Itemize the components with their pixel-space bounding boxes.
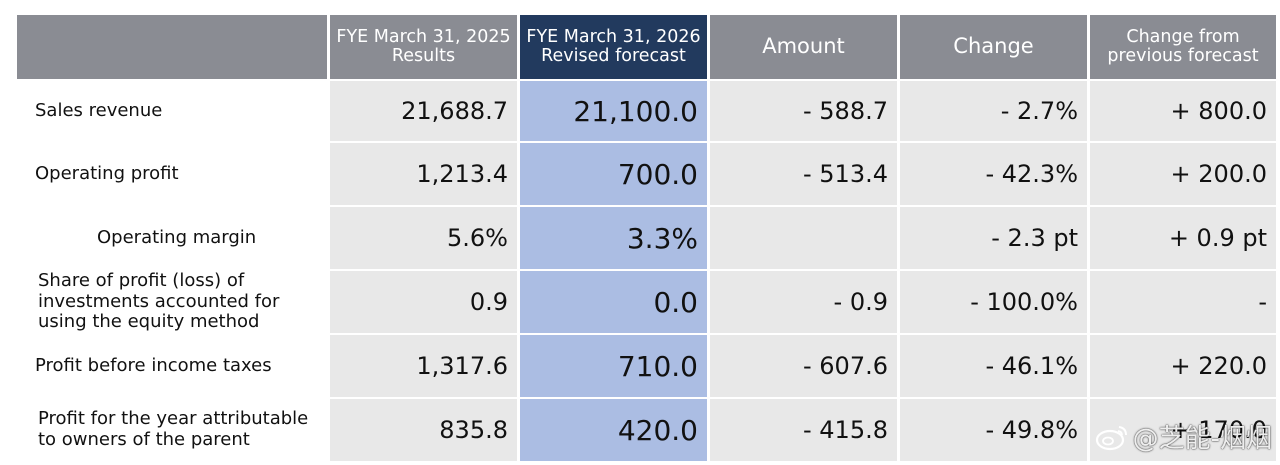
header-fye-2025: FYE March 31, 2025 Results (330, 15, 517, 79)
cell-value: - 46.1% (900, 335, 1087, 397)
header-corner (17, 15, 327, 79)
cell-value: - 415.8 (710, 399, 897, 461)
header-amount: Amount (710, 15, 897, 79)
header-change-prev: Change from previous forecast (1090, 15, 1276, 79)
weibo-logo-icon (1095, 423, 1129, 451)
cell-value: + 200.0 (1090, 143, 1276, 205)
cell-value: + 800.0 (1090, 81, 1276, 141)
cell-value: - 2.3 pt (900, 207, 1087, 269)
forecast-table: FYE March 31, 2025 Results FYE March 31,… (17, 15, 1276, 461)
cell-value: 0.9 (330, 271, 517, 333)
cell-value: 1,317.6 (330, 335, 517, 397)
cell-value: 1,213.4 (330, 143, 517, 205)
header-fye-2026-line2: Revised forecast (541, 46, 686, 66)
header-amount-label: Amount (762, 34, 845, 59)
header-change: Change (900, 15, 1087, 79)
cell-value: - (1090, 271, 1276, 333)
header-change-prev-line1: Change from (1126, 26, 1240, 47)
cell-value (710, 207, 897, 269)
cell-value: - 588.7 (710, 81, 897, 141)
row-label-operating-profit: Operating profit (17, 143, 327, 205)
cell-value: 5.6% (330, 207, 517, 269)
header-change-prev-line2: previous forecast (1107, 46, 1259, 66)
cell-value: + 170.0 (1090, 399, 1276, 461)
cell-value: 835.8 (330, 399, 517, 461)
row-label-share-of-profit: Share of profit (loss) of investments ac… (17, 270, 327, 333)
cell-value: - 513.4 (710, 143, 897, 205)
cell-value: - 49.8% (900, 399, 1087, 461)
header-fye-2026: FYE March 31, 2026 Revised forecast (520, 15, 707, 79)
cell-value: + 0.9 pt (1090, 207, 1276, 269)
cell-value: - 607.6 (710, 335, 897, 397)
cell-value: - 2.7% (900, 81, 1087, 141)
header-fye-2026-line1: FYE March 31, 2026 (526, 26, 701, 47)
cell-value-forecast: 21,100.0 (520, 81, 707, 141)
cell-value-forecast: 700.0 (520, 143, 707, 205)
header-change-label: Change (953, 34, 1034, 59)
watermark: @芝能-烟烟 (1095, 418, 1272, 455)
header-fye-2025-line1: FYE March 31, 2025 (336, 26, 511, 47)
cell-value: - 100.0% (900, 271, 1087, 333)
header-fye-2025-line2: Results (391, 46, 456, 66)
row-label-profit-attributable: Profit for the year attributable to owne… (17, 399, 327, 461)
cell-value: + 220.0 (1090, 335, 1276, 397)
cell-value-forecast: 3.3% (520, 207, 707, 269)
cell-value: - 42.3% (900, 143, 1087, 205)
cell-value-forecast: 0.0 (520, 271, 707, 333)
row-label-operating-margin: Operating margin (17, 207, 327, 269)
watermark-text: @芝能-烟烟 (1132, 424, 1272, 454)
cell-value: 21,688.7 (330, 81, 517, 141)
cell-value-forecast: 420.0 (520, 399, 707, 461)
row-label-sales-revenue: Sales revenue (17, 81, 327, 141)
cell-value: - 0.9 (710, 271, 897, 333)
row-label-profit-before-taxes: Profit before income taxes (17, 335, 327, 397)
cell-value-forecast: 710.0 (520, 335, 707, 397)
